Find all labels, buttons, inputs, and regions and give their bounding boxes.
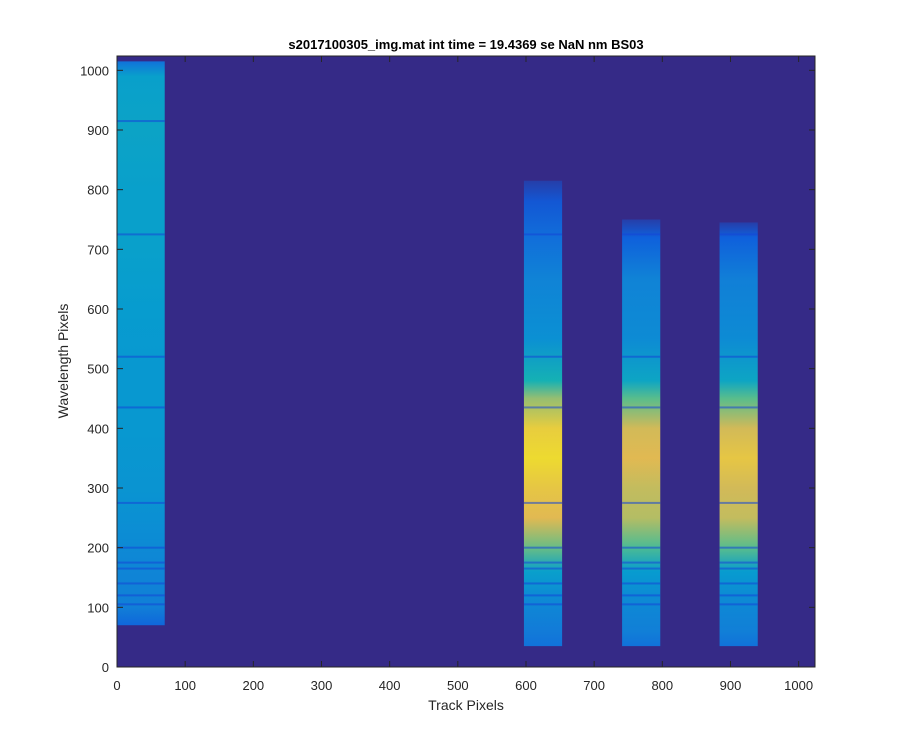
- y-tick-label: 1000: [80, 63, 109, 78]
- absorption-line: [622, 546, 661, 549]
- absorption-line: [719, 233, 758, 236]
- absorption-line: [719, 561, 758, 564]
- absorption-line: [523, 594, 563, 597]
- absorption-line: [523, 355, 563, 358]
- absorption-line: [719, 567, 758, 570]
- absorption-line: [719, 546, 758, 549]
- x-tick-label: 500: [447, 678, 469, 693]
- absorption-line: [719, 355, 758, 358]
- absorption-line: [117, 546, 165, 549]
- x-tick-label: 1000: [784, 678, 813, 693]
- absorption-line: [117, 603, 165, 606]
- absorption-line: [622, 567, 661, 570]
- absorption-line: [523, 233, 563, 236]
- absorption-line: [719, 582, 758, 585]
- absorption-line: [117, 561, 165, 564]
- absorption-line: [719, 603, 758, 606]
- y-tick-label: 600: [87, 302, 109, 317]
- spectral-stripe: [622, 219, 661, 647]
- absorption-line: [622, 603, 661, 606]
- absorption-line: [622, 582, 661, 585]
- x-tick-label: 700: [583, 678, 605, 693]
- x-tick-label: 0: [113, 678, 120, 693]
- absorption-line: [523, 501, 563, 504]
- x-tick-label: 900: [720, 678, 742, 693]
- y-tick-label: 500: [87, 362, 109, 377]
- absorption-line: [523, 546, 563, 549]
- absorption-line: [523, 406, 563, 409]
- plot-background: [117, 56, 815, 667]
- absorption-line: [117, 594, 165, 597]
- spectral-stripe: [719, 222, 758, 647]
- x-tick-label: 400: [379, 678, 401, 693]
- x-axis: 0 100 200 300 400 500 600 700 800 900 1000: [113, 56, 813, 693]
- x-tick-label: 800: [651, 678, 673, 693]
- absorption-line: [117, 582, 165, 585]
- absorption-line: [719, 406, 758, 409]
- x-tick-label: 600: [515, 678, 537, 693]
- spectral-stripes: [117, 61, 758, 647]
- absorption-line: [719, 501, 758, 504]
- x-axis-label: Track Pixels: [428, 697, 504, 713]
- absorption-line: [523, 603, 563, 606]
- x-tick-label: 200: [242, 678, 264, 693]
- absorption-line: [523, 567, 563, 570]
- y-axis: 0 100 200 300 400 500 600 700 800 900 1000: [80, 63, 815, 675]
- y-tick-label: 0: [102, 660, 109, 675]
- y-tick-label: 300: [87, 481, 109, 496]
- absorption-line: [117, 501, 165, 504]
- absorption-line: [622, 355, 661, 358]
- y-tick-label: 700: [87, 242, 109, 257]
- absorption-line: [523, 561, 563, 564]
- absorption-lines: [117, 120, 758, 606]
- spectral-stripe: [117, 61, 165, 626]
- absorption-line: [117, 567, 165, 570]
- y-axis-label: Wavelength Pixels: [55, 304, 71, 419]
- absorption-line: [622, 594, 661, 597]
- absorption-line: [622, 233, 661, 236]
- x-tick-label: 300: [311, 678, 333, 693]
- absorption-line: [622, 561, 661, 564]
- y-tick-label: 900: [87, 123, 109, 138]
- y-tick-label: 200: [87, 541, 109, 556]
- x-tick-label: 100: [174, 678, 196, 693]
- y-tick-label: 100: [87, 600, 109, 615]
- absorption-line: [117, 355, 165, 358]
- chart-title: s2017100305_img.mat int time = 19.4369 s…: [288, 37, 643, 52]
- y-tick-label: 400: [87, 421, 109, 436]
- plot-frame: [116, 55, 816, 668]
- absorption-line: [622, 501, 661, 504]
- absorption-line: [622, 406, 661, 409]
- y-tick-label: 800: [87, 183, 109, 198]
- absorption-line: [117, 120, 165, 123]
- absorption-line: [719, 594, 758, 597]
- spectral-stripe: [523, 180, 563, 647]
- absorption-line: [523, 582, 563, 585]
- absorption-line: [117, 233, 165, 236]
- absorption-line: [117, 406, 165, 409]
